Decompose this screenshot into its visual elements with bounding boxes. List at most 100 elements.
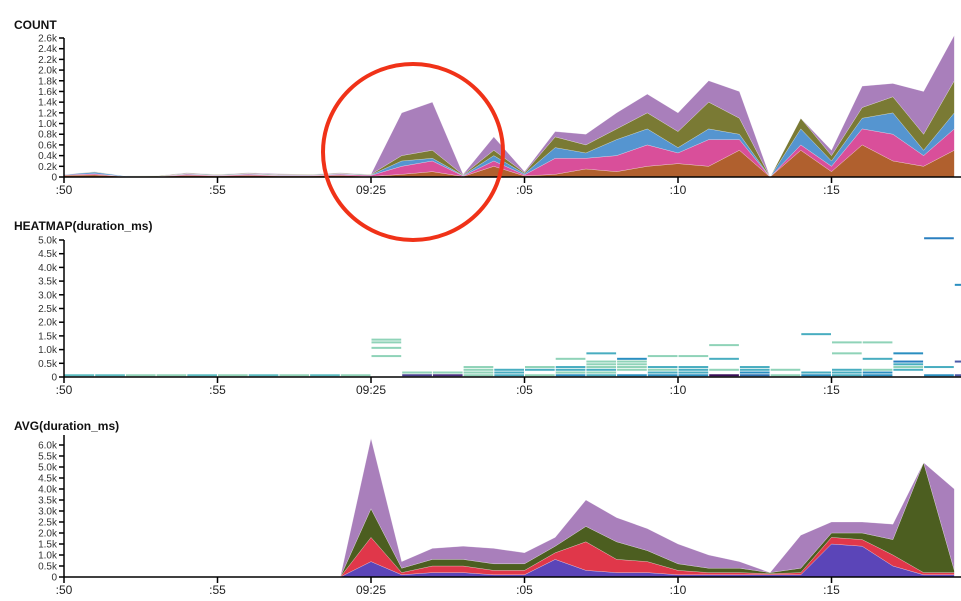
heatmap-cell <box>586 363 617 366</box>
y-tick-label: 2.0k <box>38 529 58 540</box>
x-tick-label: :05 <box>516 183 533 197</box>
x-tick-label: 09:25 <box>356 583 386 597</box>
heatmap-cell <box>279 374 310 377</box>
heatmap-cell <box>463 371 494 374</box>
heatmap-cell <box>586 360 617 363</box>
x-tick-label: :50 <box>56 383 73 397</box>
x-tick-label: 09:25 <box>356 383 386 397</box>
y-tick-label: 0.2k <box>38 162 58 173</box>
y-tick-label: 3.5k <box>38 496 58 507</box>
x-tick-label: :55 <box>209 183 226 197</box>
heatmap-cell <box>678 368 709 371</box>
heatmap-panel: HEATMAP(duration_ms) 0 0.5k 1.0k 1.5k 2.0k 2.… <box>14 219 961 397</box>
heatmap-cell <box>893 368 924 371</box>
y-tick-label: 1.2k <box>38 108 58 119</box>
heatmap-cell <box>954 374 961 377</box>
y-tick-label: 1.5k <box>38 540 58 551</box>
heatmap-cell <box>586 352 617 355</box>
heatmap-cell <box>647 355 678 358</box>
heatmap-cell <box>248 374 279 377</box>
heatmap-cell <box>310 374 340 377</box>
heatmap-cell <box>555 357 586 360</box>
heatmap-cell <box>770 368 801 371</box>
count-panel: COUNT 00.2k0.4k0.6k0.8k1.0k1.2k1.4k1.6k1… <box>14 18 961 197</box>
heatmap-cell <box>832 374 862 377</box>
y-tick-label: 0 <box>51 573 57 584</box>
heatmap-cell <box>586 368 617 371</box>
heatmap-cell <box>187 374 217 377</box>
y-tick-label: 6.0k <box>38 441 58 452</box>
x-axis: :50:55 09:25:05:10:15 <box>56 176 961 197</box>
heatmap-cell <box>586 374 617 377</box>
x-tick-label: :55 <box>209 583 226 597</box>
y-tick-label: 0.6k <box>38 140 58 151</box>
heatmap-cell <box>95 374 125 377</box>
x-tick-label: :15 <box>823 583 840 597</box>
heatmap-cell <box>494 368 524 371</box>
y-axis: 00.5k1.0k1.5k2.0k2.5k3.0k3.5k4.0k4.5k5.0… <box>38 435 65 584</box>
y-axis: 00.2k0.4k0.6k0.8k1.0k1.2k1.4k1.6k1.8k2.0… <box>38 34 65 184</box>
heatmap-cell <box>617 363 647 366</box>
y-tick-label: 1.0k <box>38 119 58 130</box>
y-tick-label: 0.4k <box>38 151 58 162</box>
x-tick-label: :15 <box>823 383 840 397</box>
heatmap-cell <box>832 352 862 355</box>
heatmap-cell <box>647 366 678 369</box>
y-tick-label: 0 <box>51 173 57 184</box>
avg-panel: AVG(duration_ms) 00.5k1.0k1.5k2.0k2.5k3.… <box>14 419 961 597</box>
y-tick-label: 2.4k <box>38 44 58 55</box>
y-tick-label: 4.5k <box>38 474 58 485</box>
heatmap-cell <box>954 283 961 286</box>
heatmap-cell <box>463 374 494 377</box>
heatmap-cell <box>647 368 678 371</box>
count-title: COUNT <box>14 18 57 32</box>
heatmap-cell <box>739 368 770 371</box>
y-axis: 00.5k1.0k1.5k2.0k2.5k3.0k3.5k4.0k4.5k5.0… <box>38 236 65 384</box>
area-series-3 <box>64 438 955 578</box>
x-tick-label: 09:25 <box>356 183 386 197</box>
x-tick-label: :15 <box>823 183 840 197</box>
heatmap-cell <box>893 360 924 363</box>
heatmap-cell <box>678 355 709 358</box>
heatmap-cell <box>371 338 402 341</box>
heatmap-cell <box>125 374 156 377</box>
y-tick-label: 2.6k <box>38 34 58 45</box>
area-series-4 <box>63 35 955 178</box>
heatmap-cell <box>832 341 862 344</box>
x-tick-label: :10 <box>670 583 687 597</box>
y-tick-label: 1.0k <box>38 345 58 356</box>
heatmap-cell <box>862 374 893 377</box>
y-tick-label: 3.0k <box>38 290 58 301</box>
heatmap-cell <box>525 374 555 377</box>
heatmap-cell <box>525 368 555 371</box>
y-tick-label: 2.5k <box>38 304 58 315</box>
heatmap-cell <box>647 371 678 374</box>
plot-area <box>63 35 955 178</box>
heatmap-cell <box>218 374 248 377</box>
plot-area <box>64 237 961 377</box>
heatmap-cell <box>862 368 893 371</box>
y-tick-label: 2.5k <box>38 518 58 529</box>
heatmap-cell <box>893 352 924 355</box>
y-tick-label: 4.0k <box>38 263 58 274</box>
heatmap-cell <box>494 374 524 377</box>
heatmap-cell <box>340 374 371 377</box>
y-tick-label: 3.5k <box>38 277 58 288</box>
heatmap-cell <box>801 333 831 336</box>
heatmap-cell <box>617 374 647 377</box>
y-tick-label: 2.0k <box>38 318 58 329</box>
heatmap-cell <box>832 368 862 371</box>
annotation-circle <box>321 62 505 242</box>
plot-area <box>64 438 955 578</box>
heatmap-cell <box>893 363 924 366</box>
heatmap-cell <box>924 237 954 240</box>
y-tick-label: 0.5k <box>38 562 58 573</box>
y-tick-label: 2.0k <box>38 66 58 77</box>
x-tick-label: :05 <box>516 583 533 597</box>
heatmap-cell <box>156 374 187 377</box>
heatmap-cell <box>924 374 954 377</box>
y-tick-label: 4.5k <box>38 249 58 260</box>
heatmap-cell <box>709 344 739 347</box>
heatmap-cell <box>402 371 432 374</box>
